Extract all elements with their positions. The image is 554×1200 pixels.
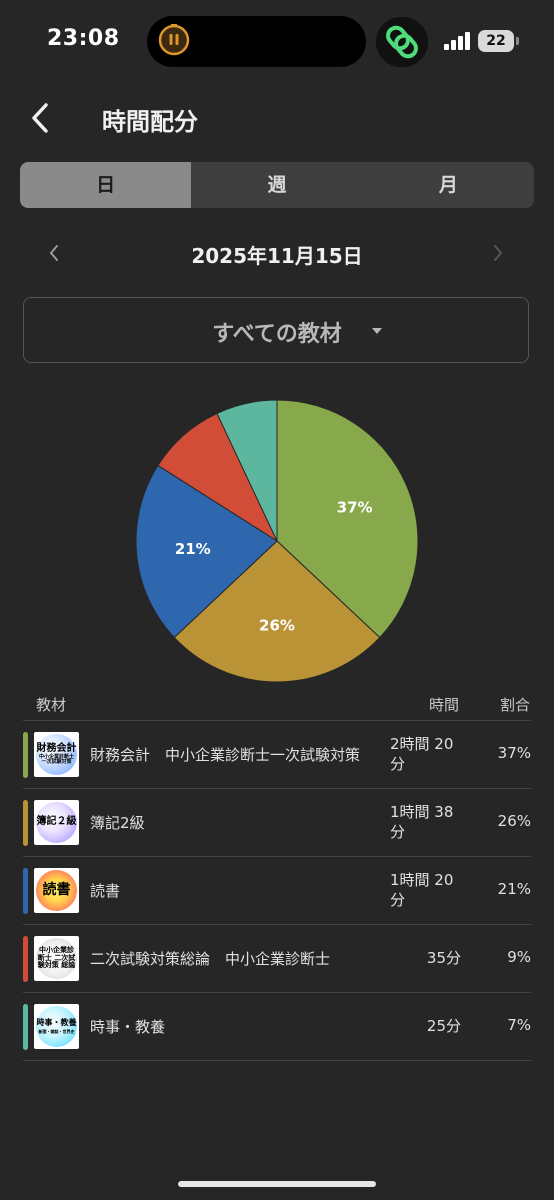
material-ratio: 37% — [497, 744, 531, 762]
pie-slice-label-1: 26% — [259, 617, 295, 635]
cellular-signal-icon — [444, 32, 470, 50]
material-time: 25分 — [426, 1017, 461, 1035]
status-time: 23:08 — [47, 26, 120, 51]
color-bar — [23, 732, 28, 778]
material-ratio: 7% — [507, 1016, 531, 1034]
thumbnail-text: 簿記２級 — [36, 816, 77, 828]
material-filter-dropdown[interactable]: すべての教材 — [23, 297, 529, 363]
status-bar: 23:08 22 — [0, 0, 554, 84]
pie-slice-label-2: 21% — [175, 540, 211, 558]
material-time: 1時間 20分 — [390, 871, 454, 909]
pie-slice-label-0: 37% — [337, 498, 373, 516]
table-row[interactable]: 読書 読書 1時間 20分 21% — [23, 856, 531, 924]
thumbnail-subtext: 新聞・雑誌・世界史 — [38, 1028, 75, 1034]
material-name: 時事・教養 — [90, 1018, 166, 1036]
thumbnail-subtext: 中小企業診断士 一次試験対策 — [38, 754, 74, 766]
color-bar — [23, 800, 28, 846]
tab-month[interactable]: 月 — [438, 174, 458, 196]
material-name: 財務会計 中小企業診断士一次試験対策 — [90, 746, 361, 764]
material-list: 財務会計 中小企業診断士 一次試験対策 財務会計 中小企業診断士一次試験対策 2… — [23, 720, 531, 1061]
material-thumbnail: 簿記２級 — [34, 800, 79, 845]
column-header-time: 時間 — [429, 696, 460, 714]
period-segmented-control: 日 週 月 — [20, 162, 534, 208]
material-thumbnail: 時事・教養 新聞・雑誌・世界史 — [34, 1004, 79, 1049]
material-name: 読書 — [90, 882, 121, 900]
time-allocation-pie-chart: 37% 26% 21% — [135, 399, 419, 683]
color-bar — [23, 868, 28, 914]
table-row[interactable]: 簿記２級 簿記2級 1時間 38分 26% — [23, 788, 531, 856]
pie-slice-1[interactable] — [173, 540, 381, 683]
table-row[interactable]: 財務会計 中小企業診断士 一次試験対策 財務会計 中小企業診断士一次試験対策 2… — [23, 720, 531, 788]
timer-pause-icon[interactable] — [157, 22, 191, 56]
material-time: 1時間 38分 — [390, 803, 454, 841]
column-header-material: 教材 — [36, 696, 67, 714]
material-thumbnail: 財務会計 中小企業診断士 一次試験対策 — [34, 732, 79, 777]
material-time: 2時間 20分 — [390, 735, 454, 773]
pie-slice-0[interactable] — [276, 399, 419, 639]
current-date: 2025年11月15日 — [191, 244, 363, 268]
table-row[interactable]: 時事・教養 新聞・雑誌・世界史 時事・教養 25分 7% — [23, 992, 531, 1061]
thumbnail-text: 中小企業診断士 二次試験対策 総論 — [37, 946, 76, 970]
thumbnail-text: 読書 — [42, 882, 71, 899]
thumbnail-text: 財務会計 — [36, 742, 77, 754]
prev-date-chevron-icon[interactable] — [44, 240, 64, 266]
pie-slice-3[interactable] — [157, 412, 279, 543]
back-chevron-icon[interactable] — [26, 100, 56, 136]
material-name: 簿記2級 — [90, 814, 145, 832]
pie-slice-4[interactable] — [216, 399, 278, 542]
pie-slice-2[interactable] — [135, 464, 278, 639]
battery-indicator: 22 — [478, 30, 514, 52]
table-row[interactable]: 中小企業診断士 二次試験対策 総論 二次試験対策総論 中小企業診断士 35分 9… — [23, 924, 531, 992]
next-date-chevron-icon[interactable] — [488, 240, 508, 266]
color-bar — [23, 1004, 28, 1050]
material-thumbnail: 中小企業診断士 二次試験対策 総論 — [34, 936, 79, 981]
material-time: 35分 — [426, 949, 461, 967]
material-thumbnail: 読書 — [34, 868, 79, 913]
thumbnail-text: 時事・教養 — [36, 1018, 77, 1028]
column-header-ratio: 割合 — [500, 696, 531, 714]
table-header: 教材 時間 割合 — [0, 694, 554, 718]
home-indicator[interactable] — [178, 1181, 376, 1187]
dropdown-selected-label: すべての教材 — [212, 322, 342, 347]
material-name: 二次試験対策総論 中小企業診断士 — [90, 950, 331, 968]
linked-rings-icon[interactable] — [376, 17, 428, 67]
battery-nub — [516, 37, 519, 45]
caret-down-icon — [372, 328, 382, 334]
page-title: 時間配分 — [102, 108, 198, 136]
material-ratio: 21% — [497, 880, 531, 898]
tab-day[interactable]: 日 — [20, 162, 192, 208]
color-bar — [23, 936, 28, 982]
material-ratio: 9% — [507, 948, 531, 966]
tab-week[interactable]: 週 — [267, 174, 287, 196]
material-ratio: 26% — [497, 812, 531, 830]
